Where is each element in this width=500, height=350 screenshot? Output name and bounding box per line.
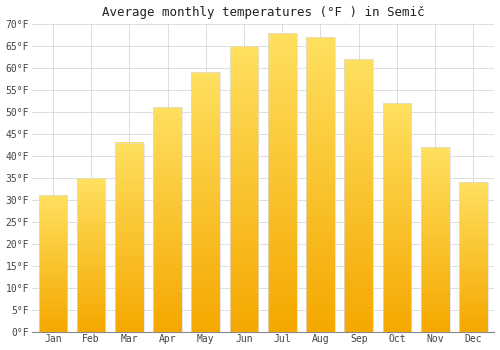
Bar (421, 147, 450, 332)
Bar (382, 103, 412, 332)
Bar (344, 59, 373, 332)
Bar (38, 195, 67, 332)
Bar (192, 72, 220, 332)
Title: Average monthly temperatures (°F ) in Semič: Average monthly temperatures (°F ) in Se… (102, 6, 424, 19)
Bar (268, 33, 296, 332)
Bar (230, 46, 258, 332)
Bar (153, 107, 182, 332)
Bar (306, 37, 335, 332)
Bar (459, 182, 488, 332)
Bar (115, 142, 143, 332)
Bar (77, 178, 106, 332)
